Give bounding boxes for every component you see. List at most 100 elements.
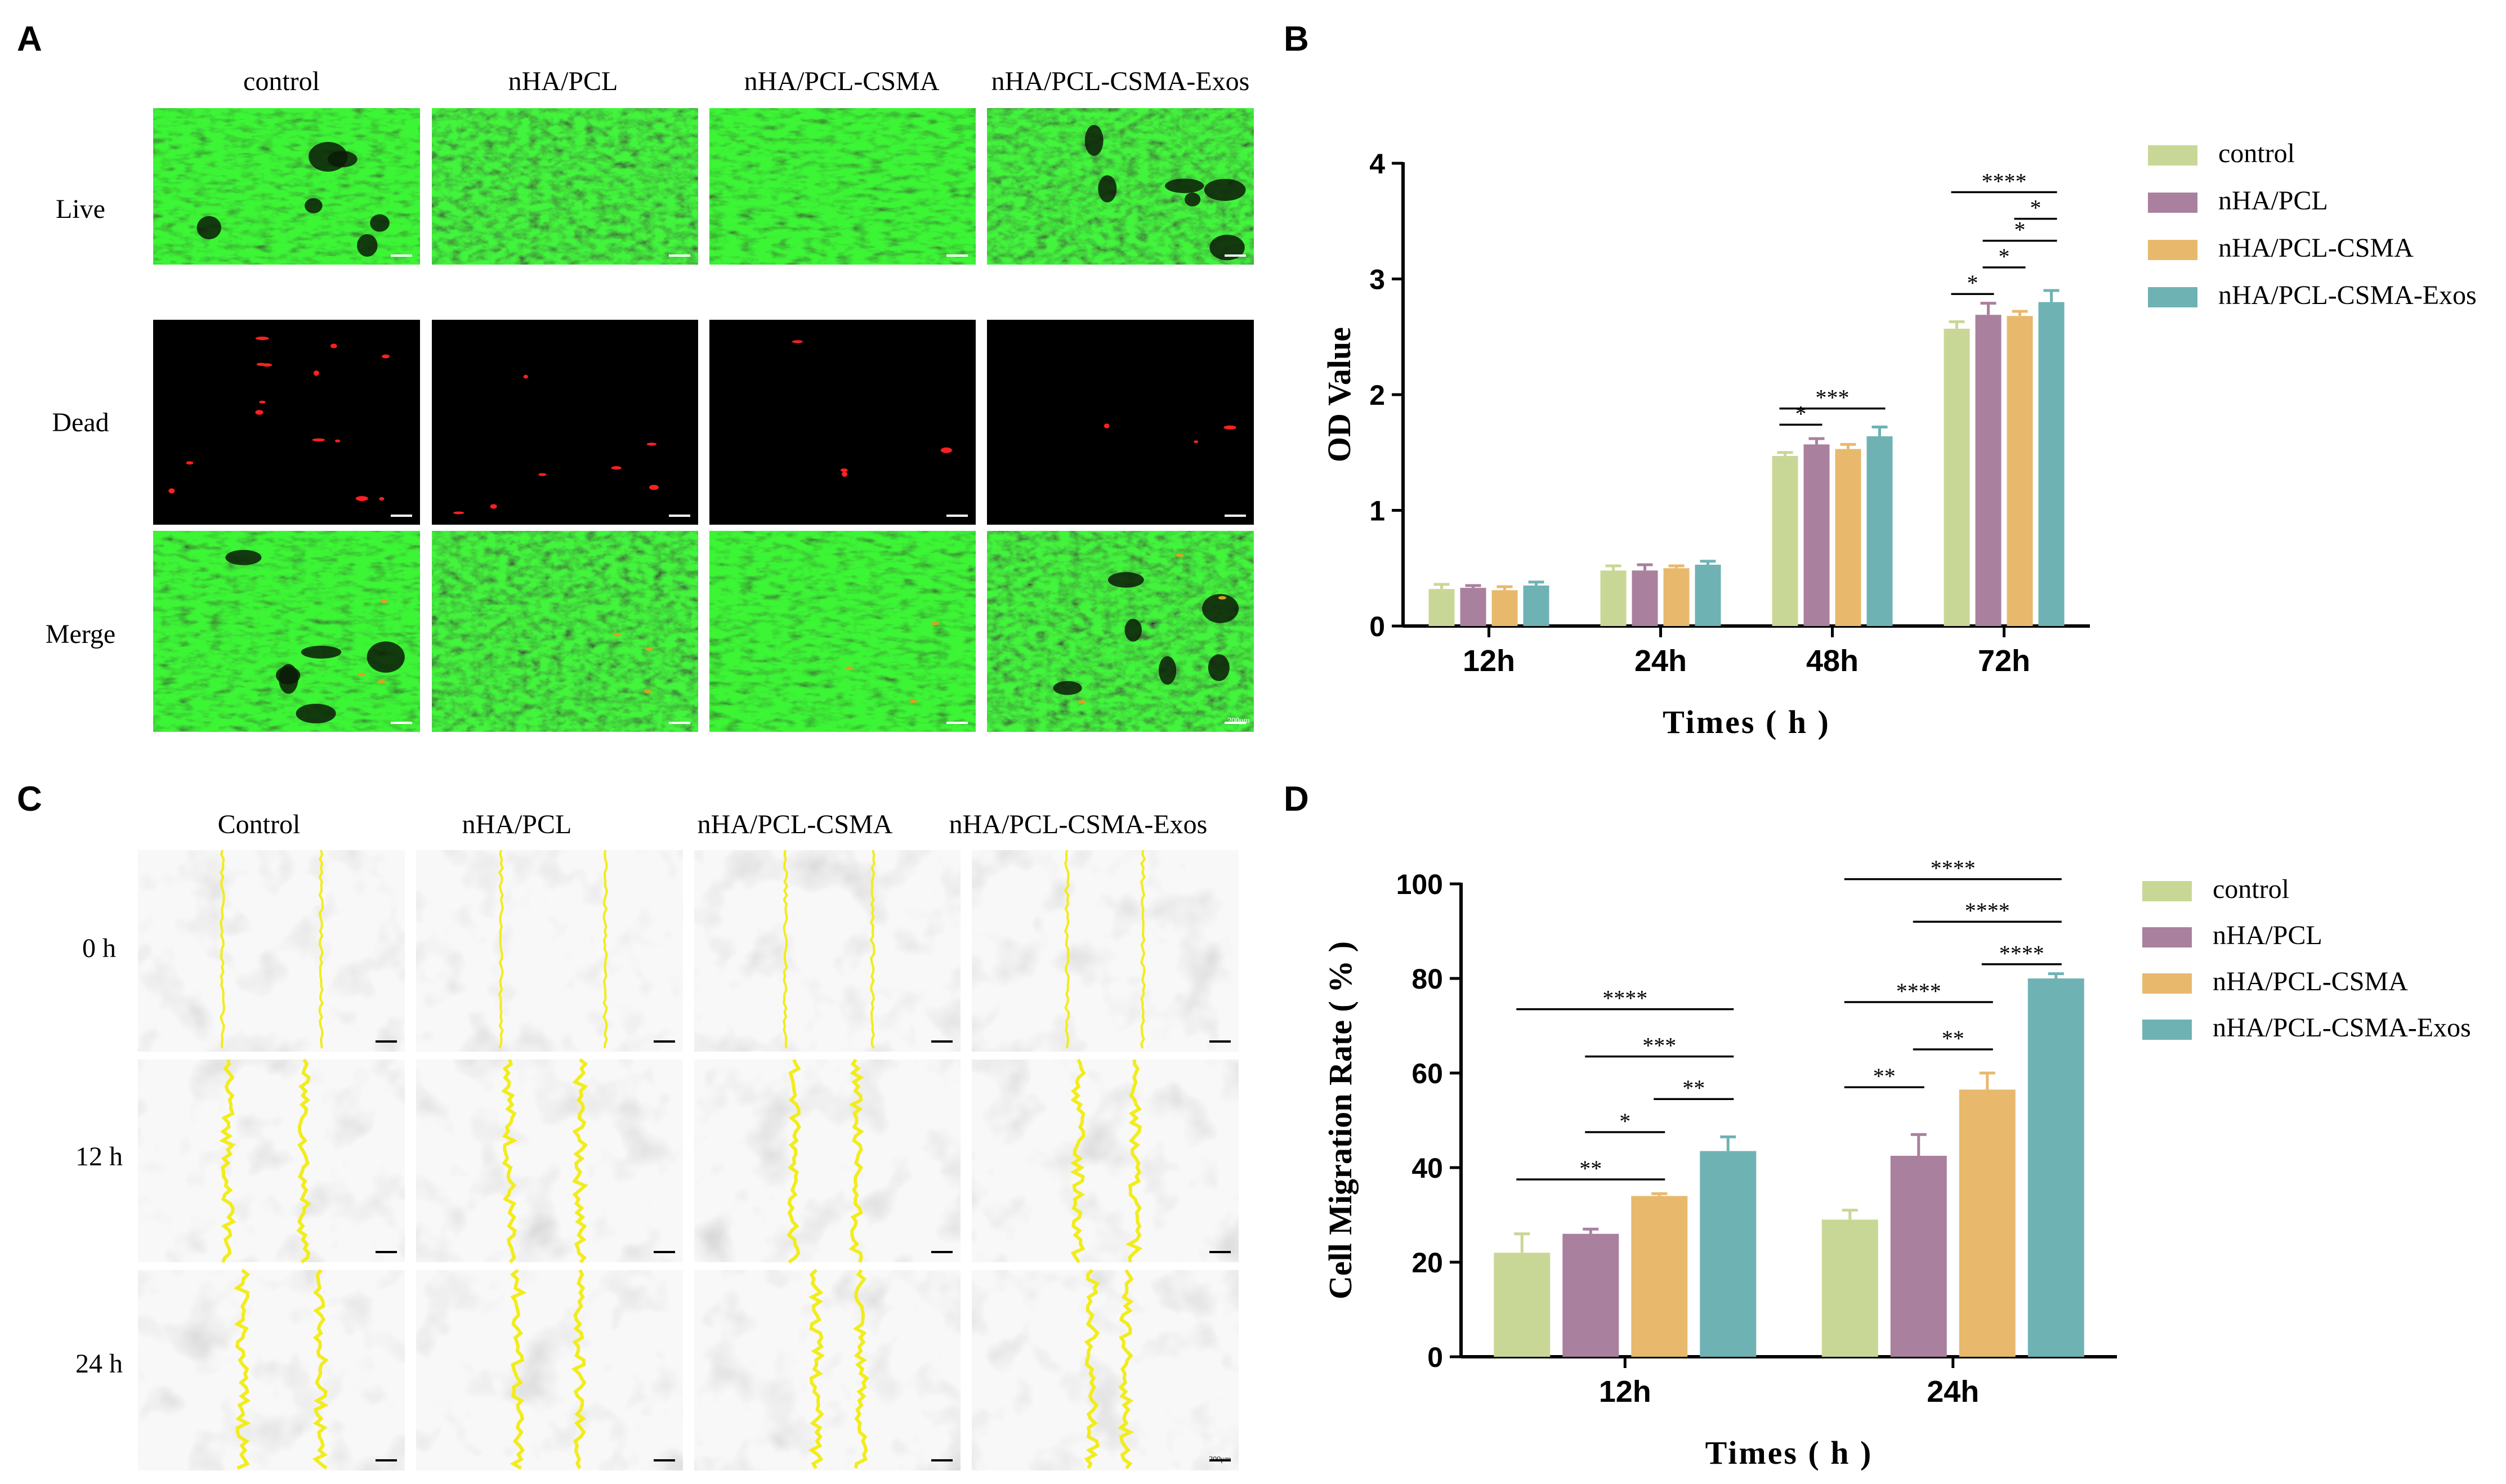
bar-72h-4	[2038, 302, 2065, 626]
significance-label: *	[1795, 401, 1807, 426]
bar-12h-3	[1491, 590, 1518, 626]
dark-gap	[305, 198, 323, 213]
scratch-edge-line	[233, 1268, 251, 1470]
scratch-edge-line	[571, 1058, 588, 1263]
brightfield-texture	[694, 1060, 961, 1262]
dead-cell	[382, 354, 390, 359]
scratch-edge-line	[296, 1058, 312, 1264]
legend-swatch-3	[2148, 240, 2197, 260]
significance-label: ****	[1602, 986, 1647, 1011]
scratch-edge-line	[312, 1269, 329, 1470]
significance-label: *	[1999, 244, 2010, 269]
legend-swatch-2	[2148, 193, 2197, 213]
scale-bar	[654, 1040, 675, 1043]
significance-label: ****	[1982, 168, 2027, 194]
scale-bar	[376, 1040, 397, 1043]
dead-cell	[168, 488, 175, 494]
scratch-image-2-3	[694, 1058, 961, 1264]
panel-letter-a: A	[17, 20, 42, 59]
panel-c-row-2: 12 h	[75, 1142, 123, 1172]
bar-24h-3	[1959, 1089, 2016, 1357]
dark-gap	[296, 704, 336, 723]
dead-cell	[334, 439, 341, 442]
significance-label: ****	[1965, 898, 2010, 923]
scratch-edge-line	[1064, 850, 1070, 1049]
legend-label-2: nHA/PCL	[2218, 186, 2328, 216]
legend-swatch-1	[2142, 881, 2192, 901]
scale-bar	[1225, 515, 1246, 517]
scale-bar	[391, 722, 412, 724]
text-layer: A control nHA/PCL nHA/PCL-CSMA nHA/PCL-C…	[17, 20, 1309, 1464]
panel-c-row-3: 24 h	[75, 1349, 123, 1379]
dead-cell	[538, 473, 547, 476]
dead-cell	[379, 497, 385, 501]
y-tick-label: 80	[1411, 963, 1443, 995]
y-axis-title: Cell Migration Rate ( % )	[1322, 941, 1359, 1299]
bar-48h-1	[1772, 455, 1798, 626]
significance-label: **	[1579, 1156, 1602, 1181]
dead-background	[153, 320, 420, 525]
scratch-edge-line	[219, 850, 226, 1049]
scratch-edge-line	[1117, 1269, 1134, 1469]
dead-cell	[255, 336, 269, 341]
significance-label: *	[1619, 1108, 1631, 1134]
brightfield-texture	[694, 850, 961, 1052]
dead-background	[432, 320, 698, 525]
live-texture	[432, 531, 698, 732]
scratch-edge-line	[848, 1058, 864, 1263]
merge-cell	[380, 599, 388, 603]
dead-cell	[313, 370, 319, 376]
scale-bar	[946, 722, 968, 724]
micrograph-a-1-1	[153, 108, 420, 265]
panel-letter-b: B	[1284, 20, 1309, 59]
dead-cell	[262, 363, 273, 367]
brightfield-texture	[972, 850, 1239, 1052]
x-tick-label: 12h	[1463, 644, 1515, 678]
dead-cell	[840, 468, 848, 472]
scratch-image-1-1	[138, 850, 405, 1052]
scale-bar	[669, 722, 690, 724]
bar-48h-3	[1835, 449, 1861, 626]
legend-label-3: nHA/PCL-CSMA	[2213, 967, 2408, 996]
live-texture	[709, 108, 976, 265]
merge-cell	[377, 680, 386, 683]
dark-gap	[1053, 681, 1082, 695]
bar-12h-1	[1494, 1253, 1551, 1357]
x-axis-title: Times ( h )	[1663, 704, 1830, 740]
significance-label: ***	[1642, 1033, 1676, 1058]
y-tick-label: 3	[1369, 264, 1385, 296]
scale-bar	[669, 254, 690, 257]
dark-gap	[367, 641, 405, 673]
scratch-edge-line	[1084, 1268, 1100, 1469]
live-texture	[153, 108, 420, 265]
bar-24h-4	[2027, 978, 2084, 1357]
dead-background	[709, 320, 976, 525]
dark-gap	[1165, 178, 1204, 193]
micrograph-a-3-4	[987, 531, 1254, 732]
scale-bar	[931, 1459, 953, 1461]
micrograph-a-1-3	[709, 108, 976, 265]
y-tick-label: 40	[1411, 1152, 1443, 1184]
scale-bar	[391, 254, 412, 257]
dark-gap	[1204, 178, 1246, 201]
live-texture	[153, 531, 420, 732]
y-tick-label: 1	[1369, 495, 1385, 527]
y-tick-label: 20	[1411, 1247, 1443, 1279]
scale-bar	[1225, 722, 1246, 724]
scale-bar	[654, 1459, 675, 1461]
scale-bar	[1209, 1459, 1231, 1461]
scratch-edge-line	[498, 850, 504, 1049]
y-tick-label: 100	[1396, 869, 1443, 900]
dark-gap	[1209, 234, 1245, 261]
dead-cell	[792, 340, 803, 343]
legend-swatch-1	[2148, 145, 2197, 166]
brightfield-texture	[416, 850, 683, 1052]
panel-a-col-2: nHA/PCL	[508, 66, 618, 96]
dead-cell	[1223, 425, 1236, 430]
panel-a-col-4: nHA/PCL-CSMA-Exos	[991, 66, 1250, 96]
brightfield-texture	[972, 1270, 1239, 1470]
scale-bar	[654, 1251, 675, 1253]
dark-gap	[309, 142, 348, 172]
scale-bar	[376, 1459, 397, 1461]
